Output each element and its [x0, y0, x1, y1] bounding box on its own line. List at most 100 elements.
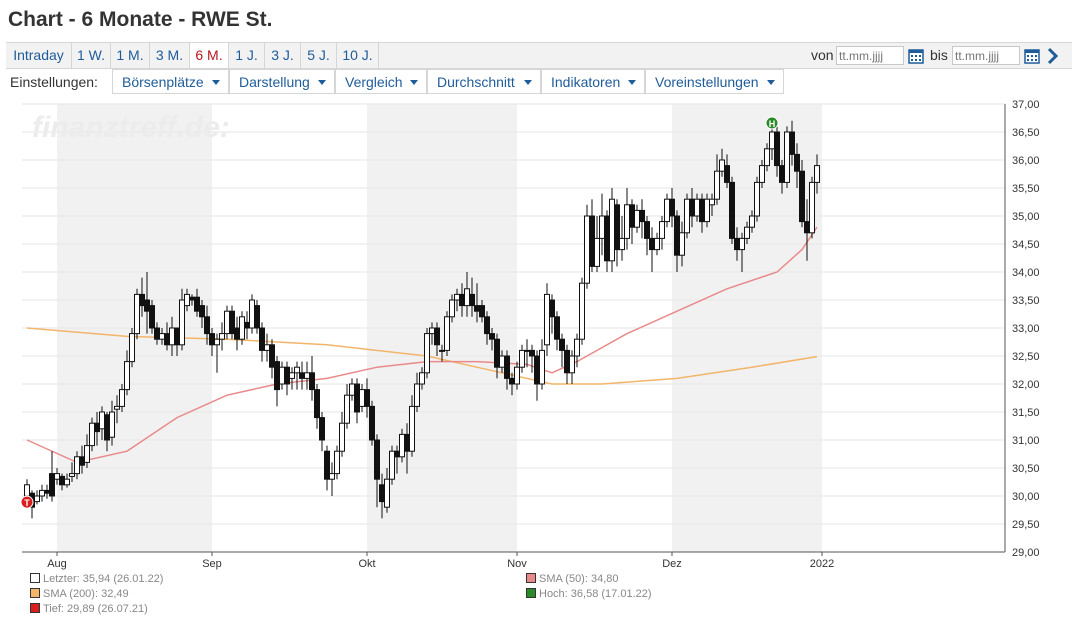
y-tick-label: 36,00 — [1012, 155, 1040, 167]
y-tick-label: 30,50 — [1012, 463, 1040, 475]
candle-body — [324, 450, 330, 480]
menu-boersenplaetze[interactable]: Börsenplätze — [112, 69, 229, 94]
candle-body — [664, 198, 670, 223]
candle-body — [669, 198, 675, 217]
candle-body — [724, 165, 730, 183]
range-tab-1m[interactable]: 1 M. — [111, 43, 150, 68]
caret-down-icon — [318, 80, 326, 85]
sma50-line — [26, 226, 818, 464]
candle-body — [614, 204, 620, 251]
candle-body — [264, 344, 270, 351]
candle-body — [219, 333, 225, 340]
menu-vergleich[interactable]: Vergleich — [335, 69, 427, 94]
range-tab-intraday[interactable]: Intraday — [6, 43, 72, 68]
candle-body — [254, 305, 260, 329]
candle-body — [489, 333, 495, 340]
candle-body — [779, 165, 785, 183]
candle-body — [694, 198, 700, 217]
range-tab-1j[interactable]: 1 J. — [229, 43, 265, 68]
candle-body — [794, 153, 800, 172]
candle-body — [684, 198, 690, 234]
candle-body — [499, 355, 505, 368]
to-date-input[interactable] — [952, 46, 1020, 65]
legend-last: Letzter: 35,94 (26.01.22) — [30, 573, 163, 585]
y-tick-label: 34,00 — [1012, 267, 1040, 279]
menu-indikatoren[interactable]: Indikatoren — [541, 69, 645, 94]
legend-low: Tief: 29,89 (26.07.21) — [30, 603, 148, 615]
y-tick-label: 33,50 — [1012, 295, 1040, 307]
y-tick-label: 35,50 — [1012, 183, 1040, 195]
menu-label: Durchschnitt — [437, 74, 515, 90]
menu-durchschnitt[interactable]: Durchschnitt — [427, 69, 541, 94]
candle-body — [339, 422, 345, 452]
menu-label: Voreinstellungen — [655, 74, 759, 90]
x-tick-label: Dez — [662, 558, 682, 570]
candle-body — [169, 327, 175, 346]
x-tick-label: Aug — [47, 558, 67, 570]
range-tab-6m[interactable]: 6 M. — [190, 43, 229, 68]
candle-body — [744, 226, 750, 239]
range-tab-3j[interactable]: 3 J. — [265, 43, 301, 68]
legend-swatch — [526, 573, 536, 583]
candle-body — [114, 405, 120, 410]
candle-body — [49, 473, 55, 497]
time-range-bar: Intraday 1 W. 1 M. 3 M. 6 M. 1 J. 3 J. 5… — [6, 42, 1072, 69]
candle-body — [419, 372, 425, 385]
candle-body — [579, 282, 585, 340]
range-tab-3m[interactable]: 3 M. — [150, 43, 190, 68]
candle-body — [69, 473, 75, 477]
candle-body — [384, 478, 390, 508]
candle-body — [359, 389, 365, 407]
menu-voreinstellungen[interactable]: Voreinstellungen — [645, 69, 784, 94]
candle-body — [329, 473, 335, 480]
y-tick-label: 34,50 — [1012, 239, 1040, 251]
y-tick-label: 32,50 — [1012, 351, 1040, 363]
candle-body — [809, 181, 815, 234]
candle-body — [644, 221, 650, 239]
chevron-right-icon[interactable] — [1046, 47, 1060, 65]
menu-label: Darstellung — [239, 74, 310, 90]
calendar-icon[interactable] — [908, 48, 924, 64]
y-tick-label: 31,00 — [1012, 435, 1040, 447]
candle-body — [674, 215, 680, 256]
from-date-input[interactable] — [836, 46, 904, 65]
candle-body — [514, 366, 520, 385]
legend-text: Hoch: 36,58 (17.01.22) — [539, 588, 652, 600]
y-tick-label: 32,00 — [1012, 379, 1040, 391]
candle-body — [559, 338, 565, 351]
candle-body — [149, 305, 155, 329]
legend-text: Tief: 29,89 (26.07.21) — [43, 603, 148, 615]
caret-down-icon — [212, 80, 220, 85]
range-tab-1w[interactable]: 1 W. — [72, 43, 111, 68]
candle-body — [394, 450, 400, 458]
y-tick-label: 36,50 — [1012, 127, 1040, 139]
watermark: finanztreff.de: — [32, 111, 230, 144]
candle-body — [289, 372, 295, 379]
candle-body — [294, 366, 300, 374]
low-marker-letter: T — [24, 498, 30, 508]
page-title: Chart - 6 Monate - RWE St. — [8, 8, 273, 31]
menu-darstellung[interactable]: Darstellung — [229, 69, 335, 94]
range-tab-10j[interactable]: 10 J. — [337, 43, 379, 68]
candle-body — [314, 389, 320, 419]
candle-body — [84, 445, 90, 463]
candle-body — [544, 293, 550, 346]
candle-body — [284, 366, 290, 385]
candle-body — [509, 377, 515, 385]
candle-body — [534, 355, 540, 385]
x-tick-label: Nov — [507, 558, 527, 570]
candle-body — [729, 181, 735, 239]
x-tick-label: Sep — [202, 558, 222, 570]
candle-body — [129, 333, 135, 363]
legend-swatch — [30, 573, 40, 583]
candle-body — [89, 422, 95, 447]
calendar-icon[interactable] — [1024, 48, 1040, 64]
settings-label: Einstellungen: — [10, 74, 98, 90]
candle-body — [589, 215, 595, 267]
legend-sma200: SMA (200): 32,49 — [30, 588, 129, 600]
legend-text: SMA (50): 34,80 — [539, 573, 619, 585]
range-tab-5j[interactable]: 5 J. — [301, 43, 337, 68]
candle-body — [524, 349, 530, 352]
y-tick-label: 37,00 — [1012, 99, 1040, 111]
candle-body — [239, 316, 245, 340]
